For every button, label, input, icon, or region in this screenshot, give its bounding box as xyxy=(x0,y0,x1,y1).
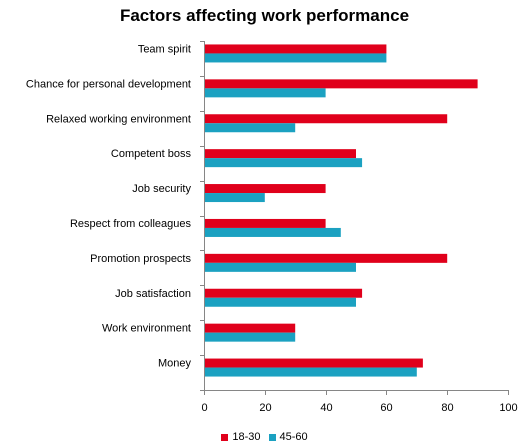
category-label: Money xyxy=(158,358,192,370)
chart-title: Factors affecting work performance xyxy=(119,6,410,25)
x-tick-label: 40 xyxy=(320,402,332,414)
bar-18-30-10 xyxy=(205,358,423,368)
bar-45-60-7 xyxy=(205,262,356,272)
bar-45-60-3 xyxy=(205,123,296,133)
category-label: Team spirit xyxy=(138,43,191,55)
bar-45-60-5 xyxy=(205,193,265,203)
bar-45-60-10 xyxy=(205,367,417,377)
category-label: Competent boss xyxy=(111,148,192,160)
category-label: Work environment xyxy=(102,323,191,335)
category-label: Relaxed working environment xyxy=(46,113,191,125)
bar-18-30-8 xyxy=(205,288,363,298)
bar-18-30-9 xyxy=(205,323,296,333)
x-tick-label: 80 xyxy=(441,402,453,414)
x-tick-label: 60 xyxy=(380,402,392,414)
bar-18-30-7 xyxy=(205,253,448,263)
bar-18-30-3 xyxy=(205,114,448,124)
legend-label: 18-30 xyxy=(232,431,261,444)
x-tick-label: 100 xyxy=(499,402,517,414)
chart-legend: 18-30 45-60 xyxy=(0,431,529,443)
bar-45-60-1 xyxy=(205,53,387,63)
x-tick-label: 0 xyxy=(201,402,207,414)
bar-18-30-6 xyxy=(205,218,326,228)
category-label: Respect from colleagues xyxy=(70,218,192,230)
legend-item: 45-60 xyxy=(268,431,308,444)
category-label: Job satisfaction xyxy=(115,288,191,300)
x-tick-label: 20 xyxy=(259,402,271,414)
bar-18-30-2 xyxy=(205,79,478,89)
category-label: Chance for personal development xyxy=(26,78,191,90)
category-label: Promotion prospects xyxy=(90,253,191,265)
category-label: Job security xyxy=(132,183,191,195)
bar-18-30-4 xyxy=(205,149,356,159)
bar-45-60-2 xyxy=(205,88,326,98)
bar-18-30-5 xyxy=(205,184,326,194)
legend-swatch xyxy=(221,433,229,441)
bar-45-60-8 xyxy=(205,297,356,307)
bar-18-30-1 xyxy=(205,44,387,54)
legend-swatch xyxy=(268,433,276,441)
bar-45-60-4 xyxy=(205,158,363,168)
bar-45-60-9 xyxy=(205,332,296,342)
bar-45-60-6 xyxy=(205,227,341,237)
legend-label: 45-60 xyxy=(279,431,308,444)
legend-item: 18-30 xyxy=(221,431,261,444)
